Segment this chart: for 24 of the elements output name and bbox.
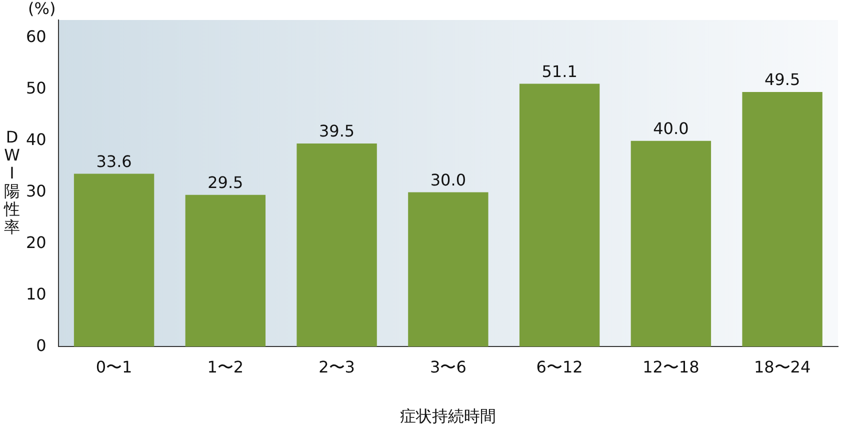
x-tick-label: 2〜3 — [318, 357, 355, 376]
x-tick-label: 3〜6 — [430, 357, 466, 376]
y-tick-label: 0 — [36, 336, 46, 355]
y-tick-label: 20 — [26, 232, 46, 252]
x-tick-label: 1〜2 — [207, 357, 244, 376]
y-axis-title: DWI陽性率 — [3, 127, 20, 236]
data-label: 30.0 — [430, 170, 466, 190]
data-label: 51.1 — [542, 62, 578, 81]
data-label: 39.5 — [318, 122, 355, 141]
y-tick-label: 40 — [26, 130, 46, 150]
x-tick-label: 6〜12 — [536, 357, 583, 376]
y-tick-label: 10 — [26, 284, 46, 304]
x-tick-label: 18〜24 — [754, 357, 811, 376]
x-tick-label: 0〜1 — [96, 357, 132, 376]
data-label: 33.6 — [96, 152, 132, 171]
text: (%) — [28, 0, 56, 18]
y-tick-label: 30 — [26, 181, 46, 200]
data-label: 29.5 — [208, 173, 244, 192]
x-axis-title: 症状持続時間 — [400, 406, 496, 426]
x-tick-label: 12〜18 — [642, 357, 700, 376]
data-label: 49.5 — [764, 70, 800, 90]
data-label: 40.0 — [653, 119, 689, 138]
y-tick-label: 50 — [26, 78, 46, 98]
y-tick-label: 60 — [26, 27, 46, 46]
